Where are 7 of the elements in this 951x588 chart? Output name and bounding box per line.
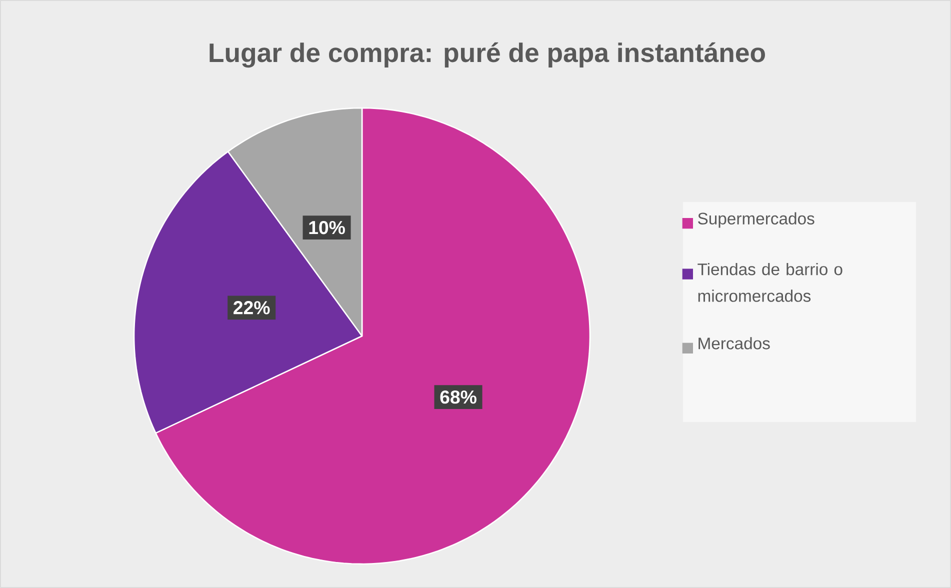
chart-title: Lugar de compra: puré de papa instantáneo (210, 42, 765, 68)
legend-label: Mercados (698, 337, 770, 350)
legend-label: Tiendas de barrio o micromercados (698, 262, 842, 302)
legend-label: Supermercados (698, 212, 814, 228)
data-label: 22% (234, 301, 270, 314)
data-label: 10% (309, 220, 345, 234)
data-label: 68% (440, 390, 476, 404)
